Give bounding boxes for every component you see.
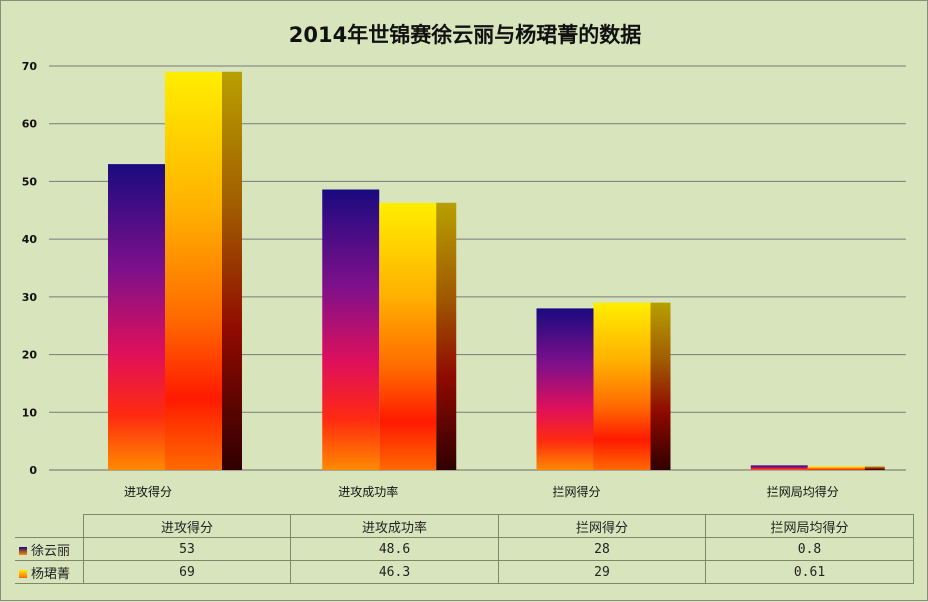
- legend-entry-series-2: 杨珺菁: [15, 560, 84, 584]
- y-tick-label: 50: [22, 175, 38, 188]
- bar-2-1: [165, 71, 222, 471]
- table-header-cell: 拦网局均得分: [705, 514, 914, 538]
- table-row: 徐云丽 53 48.6 28 0.8: [15, 537, 914, 561]
- x-tick-label: 进攻成功率: [338, 485, 399, 499]
- table-row: 杨珺菁 69 46.3 29 0.61: [15, 560, 914, 584]
- bar-1-3: [536, 308, 594, 470]
- table-cell: 28: [498, 537, 706, 561]
- legend-entry-series-1: 徐云丽: [15, 537, 84, 561]
- x-tick-label: 拦网得分: [552, 485, 601, 499]
- bar-1-1: [108, 164, 165, 470]
- legend-key-icon: [19, 570, 27, 578]
- y-tick-label: 60: [22, 118, 38, 131]
- y-tick-label: 30: [22, 291, 38, 304]
- y-tick-label: 20: [22, 349, 38, 362]
- y-tick-label: 40: [22, 233, 38, 246]
- series-name: 杨珺菁: [31, 566, 71, 582]
- table-header-row: 进攻得分 进攻成功率 拦网得分 拦网局均得分: [15, 514, 914, 538]
- data-table: 进攻得分 进攻成功率 拦网得分 拦网局均得分 徐云丽 53 48.6 28 0.…: [15, 514, 914, 584]
- table-header-cell: 进攻得分: [83, 514, 291, 538]
- table-cell: 0.61: [705, 560, 914, 584]
- table-cell: 46.3: [290, 560, 499, 584]
- bar-side-face: [650, 302, 671, 470]
- x-tick-label: 进攻得分: [124, 485, 173, 499]
- bar-2-3: [593, 302, 651, 470]
- chart-title: 2014年世锦赛徐云丽与杨珺菁的数据: [288, 23, 642, 47]
- bar-side-face: [436, 202, 457, 471]
- bar-2-2: [379, 202, 437, 471]
- table-cell: 0.8: [705, 537, 914, 561]
- bars: [108, 71, 885, 471]
- table-cell: 69: [83, 560, 291, 584]
- table-cell: 29: [498, 560, 706, 584]
- y-tick-label: 70: [22, 60, 38, 73]
- bar-2-4: [807, 466, 865, 470]
- y-tick-label: 10: [22, 406, 38, 419]
- table-header-cell: 拦网得分: [498, 514, 706, 538]
- series-name: 徐云丽: [31, 543, 71, 559]
- y-axis: 0 10 20 30 40 50 60 70: [22, 60, 38, 477]
- table-corner: [15, 515, 84, 538]
- bar-side-face: [222, 71, 242, 471]
- bar-1-4: [750, 465, 808, 470]
- legend-key-icon: [19, 547, 27, 555]
- table-cell: 48.6: [290, 537, 499, 561]
- x-tick-label: 拦网局均得分: [766, 485, 839, 499]
- bar-1-2: [322, 189, 380, 470]
- bar-side-face: [864, 466, 885, 470]
- table-cell: 53: [83, 537, 291, 561]
- table-header-cell: 进攻成功率: [290, 514, 499, 538]
- y-tick-label: 0: [29, 464, 37, 477]
